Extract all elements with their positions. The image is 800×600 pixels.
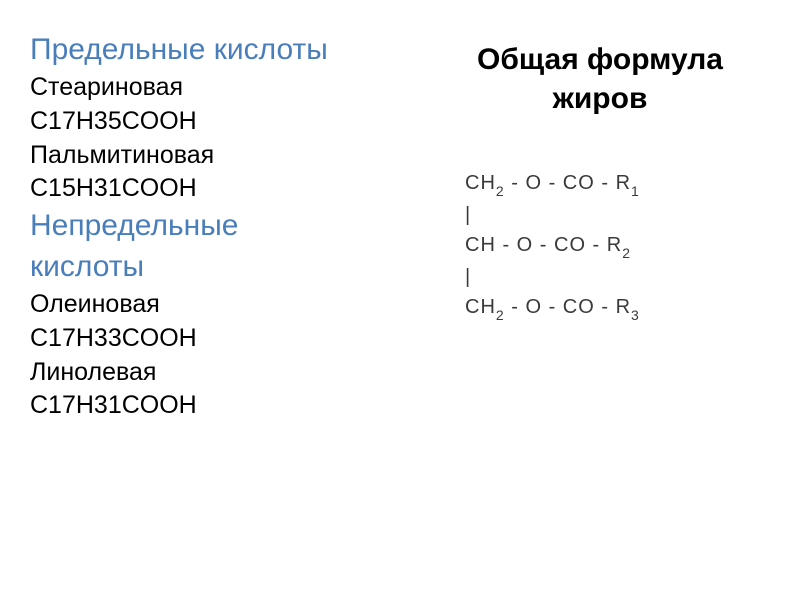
formula-ch-2: CH bbox=[465, 234, 496, 256]
palmitic-acid-name: Пальмитиновая bbox=[30, 139, 390, 173]
formula-sub-3: 2 bbox=[496, 307, 505, 323]
unsaturated-acids-header-line1: Непредельные bbox=[30, 206, 390, 245]
oleic-acid-formula: C17H33COOH bbox=[30, 322, 390, 356]
formula-rest-3: - O - CO - R bbox=[505, 296, 631, 318]
formula-rest-1: - O - CO - R bbox=[505, 172, 631, 194]
formula-ch2-3: CH bbox=[465, 296, 496, 318]
unsaturated-acids-header-line2: кислоты bbox=[30, 247, 390, 286]
oleic-acid-name: Олеиновая bbox=[30, 288, 390, 322]
palmitic-acid-formula: C15H31COOH bbox=[30, 172, 390, 206]
formula-rest-2: - O - CO - R bbox=[496, 234, 622, 256]
formula-rsub-1: 1 bbox=[631, 183, 640, 199]
formula-line-1: CH2 - O - CO - R1 bbox=[465, 168, 780, 200]
general-formula-title-line2: жиров bbox=[420, 79, 780, 118]
formula-bond-1: | bbox=[465, 200, 780, 230]
formula-line-2: CH - O - CO - R2 bbox=[465, 230, 780, 262]
right-column: Общая формула жиров CH2 - O - CO - R1 | … bbox=[420, 40, 780, 324]
formula-rsub-2: 2 bbox=[622, 245, 631, 261]
formula-bond-2: | bbox=[465, 262, 780, 292]
formula-rsub-3: 3 bbox=[631, 307, 640, 323]
stearic-acid-name: Стеариновая bbox=[30, 71, 390, 105]
general-formula-title-line1: Общая формула bbox=[420, 40, 780, 79]
formula-ch2-1: CH bbox=[465, 172, 496, 194]
stearic-acid-formula: C17H35COOH bbox=[30, 105, 390, 139]
formula-line-3: CH2 - O - CO - R3 bbox=[465, 292, 780, 324]
formula-sub-1: 2 bbox=[496, 183, 505, 199]
left-column: Предельные кислоты Стеариновая C17H35COO… bbox=[30, 30, 390, 423]
fat-formula-structure: CH2 - O - CO - R1 | CH - O - CO - R2 | C… bbox=[465, 168, 780, 324]
linoleic-acid-formula: C17H31COOH bbox=[30, 389, 390, 423]
linoleic-acid-name: Линолевая bbox=[30, 356, 390, 390]
saturated-acids-header: Предельные кислоты bbox=[30, 30, 390, 69]
